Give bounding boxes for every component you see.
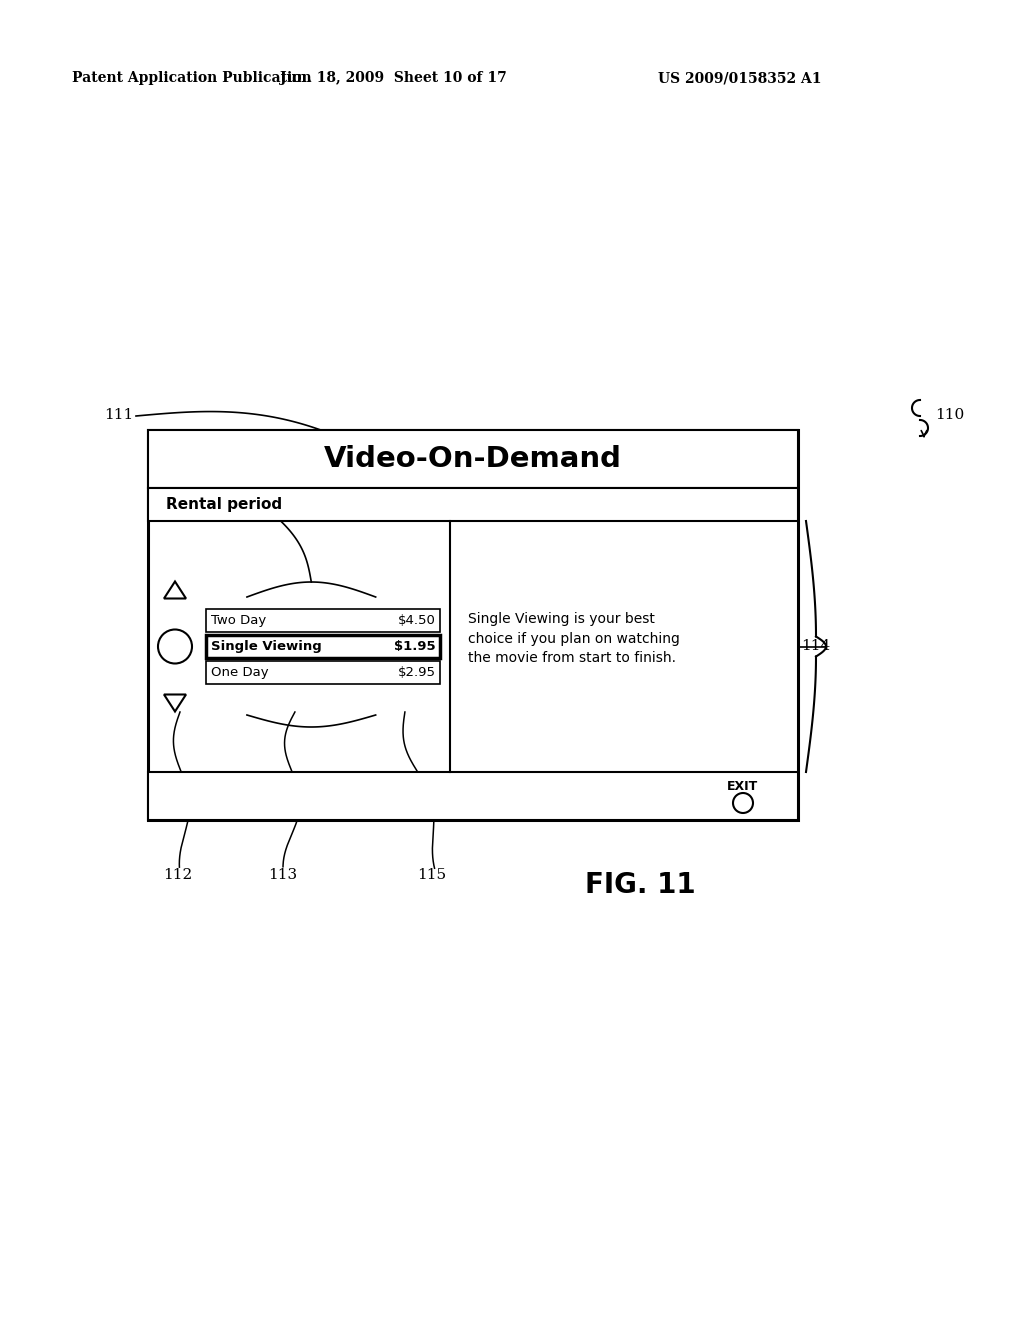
Bar	[206, 609, 440, 632]
Text: EXIT: EXIT	[727, 780, 759, 792]
Bar	[206, 661, 440, 684]
Text: 110: 110	[935, 408, 965, 422]
Text: 115: 115	[418, 869, 446, 882]
Text: 114: 114	[801, 639, 830, 653]
Text: Video-On-Demand: Video-On-Demand	[324, 445, 622, 473]
Text: 112: 112	[164, 869, 193, 882]
Text: US 2009/0158352 A1: US 2009/0158352 A1	[658, 71, 821, 84]
Text: choice if you plan on watching: choice if you plan on watching	[468, 631, 680, 645]
Bar	[148, 430, 798, 820]
Text: Two Day: Two Day	[211, 614, 266, 627]
Text: 111: 111	[103, 408, 133, 422]
Text: Single Viewing: Single Viewing	[211, 640, 322, 653]
Text: $2.95: $2.95	[398, 667, 436, 678]
Text: Rental period: Rental period	[166, 498, 283, 512]
Text: FIG. 11: FIG. 11	[585, 871, 695, 899]
Bar	[148, 430, 798, 488]
Text: the movie from start to finish.: the movie from start to finish.	[468, 652, 676, 665]
Text: 113: 113	[268, 869, 298, 882]
Text: $1.95: $1.95	[394, 640, 436, 653]
Bar	[206, 635, 440, 657]
Text: One Day: One Day	[211, 667, 268, 678]
Text: Jun. 18, 2009  Sheet 10 of 17: Jun. 18, 2009 Sheet 10 of 17	[280, 71, 507, 84]
Text: Patent Application Publication: Patent Application Publication	[72, 71, 311, 84]
Bar	[148, 772, 798, 820]
Bar	[148, 488, 798, 521]
Text: Single Viewing is your best: Single Viewing is your best	[468, 611, 655, 626]
Text: $4.50: $4.50	[398, 614, 436, 627]
